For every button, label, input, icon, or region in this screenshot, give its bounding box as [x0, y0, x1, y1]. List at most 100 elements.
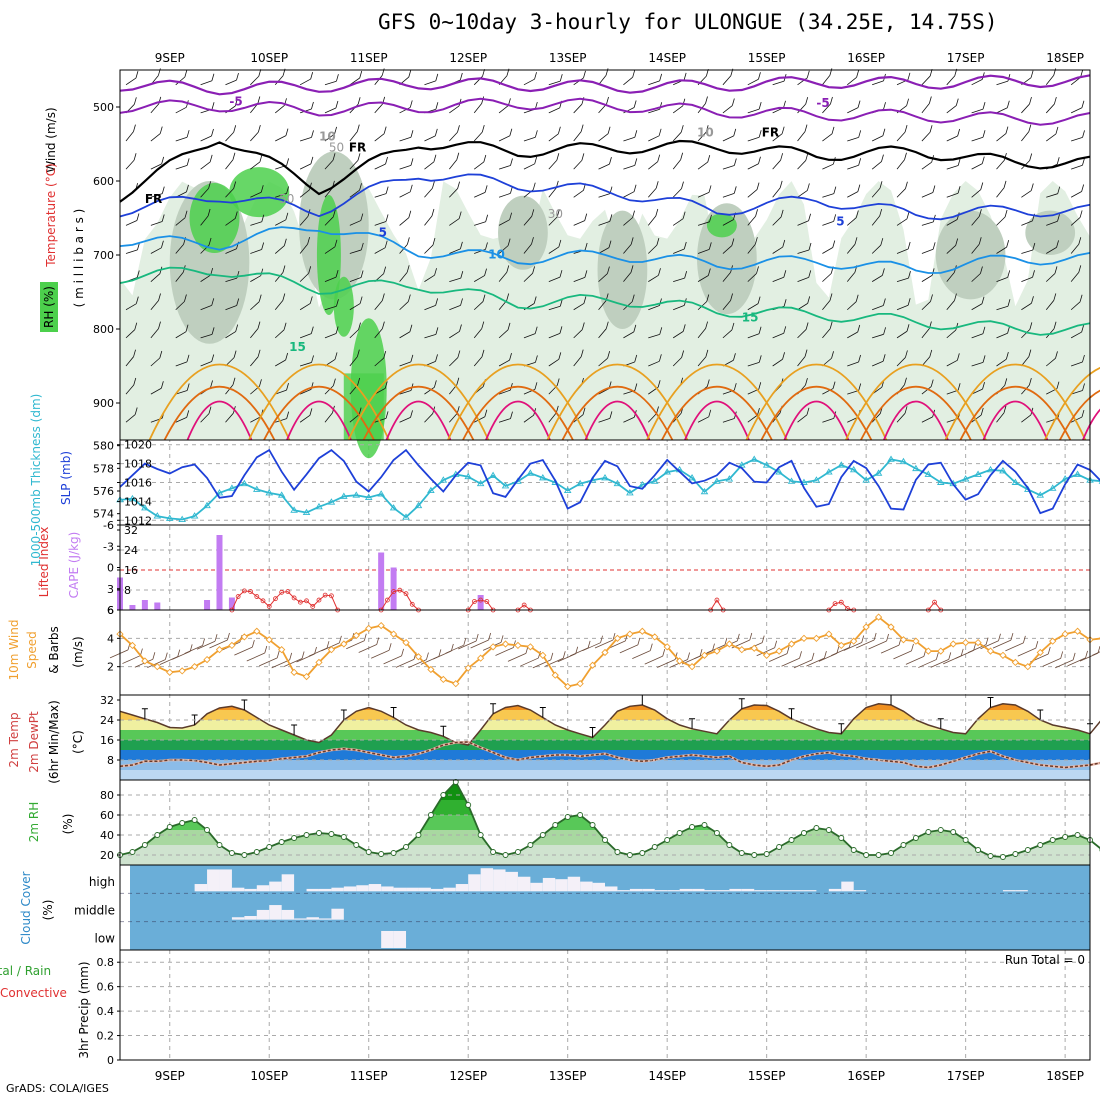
temp-band: [120, 703, 1090, 710]
wind-barb: [275, 193, 287, 198]
wind-barb: [623, 244, 632, 254]
surface-barb: [1092, 651, 1100, 656]
wind-barb-flag: [336, 74, 339, 82]
wind-barb: [648, 333, 660, 339]
wind-barb-flag: [956, 353, 960, 361]
rh2m-line-point: [676, 830, 683, 836]
wind-barb: [946, 245, 956, 254]
wind-barb-flag: [1053, 293, 1057, 301]
wind-barb-flag: [782, 352, 785, 360]
wind-barb-flag: [259, 154, 263, 163]
wind-barb: [971, 362, 984, 367]
wind-barb: [1071, 390, 1083, 395]
temp-band: [120, 695, 1090, 700]
wind-barb: [772, 358, 783, 367]
thickness-line-point: [1011, 478, 1020, 485]
wind-barb-flag: [531, 237, 534, 245]
wind-barb: [971, 215, 980, 226]
surface-barb: [806, 657, 825, 667]
wind-barb: [399, 331, 411, 339]
wind-barb: [772, 246, 783, 254]
surface-barb: [644, 655, 663, 665]
wind-barb: [399, 390, 412, 395]
wind-barb-flag: [260, 185, 264, 193]
wind-barb-flag: [184, 69, 188, 78]
wind-barb: [921, 161, 932, 170]
wind-barb: [449, 159, 458, 170]
wind-barb-flag: [385, 156, 388, 165]
wind-barb: [175, 390, 188, 395]
wind-barb: [797, 276, 809, 283]
cape-ylabel-li: Lifted Index: [37, 527, 51, 598]
wind-barb: [722, 219, 734, 226]
contour-label: 5: [836, 214, 844, 228]
wind-barb-flag: [357, 377, 361, 386]
wind-barb-flag: [1028, 378, 1032, 386]
wind-barb-flag: [1003, 180, 1007, 189]
rh2m-line-point: [228, 850, 235, 856]
wind-barb-flag: [1055, 351, 1058, 359]
wind-barb-flag: [1081, 184, 1085, 192]
wind-barb: [125, 249, 138, 254]
wind-barb-flag: [955, 238, 959, 246]
surface-barb: [918, 659, 937, 668]
lifted-index-point: [397, 587, 403, 593]
wind-barb-flag: [856, 70, 860, 78]
rh2m-line-point: [291, 835, 298, 841]
wind-barb-flag: [233, 125, 237, 133]
wind-barb-flag: [534, 156, 538, 164]
wind-barb: [424, 80, 436, 86]
wind-barb-flag: [932, 185, 936, 193]
wind-barb: [349, 189, 360, 198]
wind-barb: [797, 329, 807, 339]
lifted-index-point: [297, 599, 303, 605]
wind-barb: [822, 300, 831, 311]
wind-barb: [523, 273, 533, 282]
wind-barb-flag: [830, 96, 833, 105]
cloud-bar-low: [381, 930, 394, 948]
wind-barb-flag: [758, 326, 762, 334]
wind-barb-flag: [211, 327, 215, 335]
wind-barb-flag: [980, 182, 984, 190]
wind-barb-flag: [435, 354, 438, 362]
wind-barb: [125, 356, 134, 367]
wind-barb-flag: [805, 153, 809, 161]
wind-barb: [523, 216, 533, 226]
rh-shading: [120, 151, 1090, 459]
wind-barb-flag: [559, 74, 563, 82]
rh2m-line-point: [888, 850, 894, 856]
wind-barb: [424, 244, 434, 254]
wind-barb: [548, 359, 560, 367]
wind-barb: [250, 416, 262, 423]
wind-barb-flag: [632, 70, 636, 78]
wind-barb: [498, 359, 510, 367]
wind-barb-flag: [731, 238, 735, 246]
wind-barb: [797, 190, 808, 198]
wind-barb-flag: [907, 241, 911, 250]
wind-barb-flag: [581, 153, 585, 161]
thickness-line-point: [489, 471, 497, 479]
slp-ylabel-slp: SLP (mb): [59, 451, 73, 505]
wind-ytick-label: 6: [107, 604, 114, 617]
wind-barb-flag: [1003, 405, 1007, 413]
rh-high-patch: [316, 195, 341, 315]
wind-barb-flag: [855, 294, 859, 302]
wind-speed-line-point: [153, 663, 161, 671]
temp-ylabel-unit: (°C): [71, 730, 85, 754]
wind-speed-line-point: [240, 633, 248, 641]
rh2m-line-point: [1049, 837, 1056, 843]
wind-barb-flag: [559, 270, 563, 278]
wind-barb: [548, 305, 561, 311]
wind-barb-flag: [1007, 326, 1010, 334]
wind-barb: [673, 248, 685, 254]
surface-barb-flag: [774, 640, 778, 648]
wind-barb-flag: [580, 124, 584, 132]
wind-barb-flag: [1056, 240, 1059, 248]
wind-barb: [623, 164, 635, 170]
wind-barb-flag: [435, 102, 439, 110]
wind-barb-flag: [1081, 324, 1085, 333]
contour-label: 5: [379, 226, 387, 240]
wind-barb-flag: [883, 298, 886, 306]
thickness-line-point: [352, 491, 361, 498]
wind-barb: [225, 384, 234, 395]
